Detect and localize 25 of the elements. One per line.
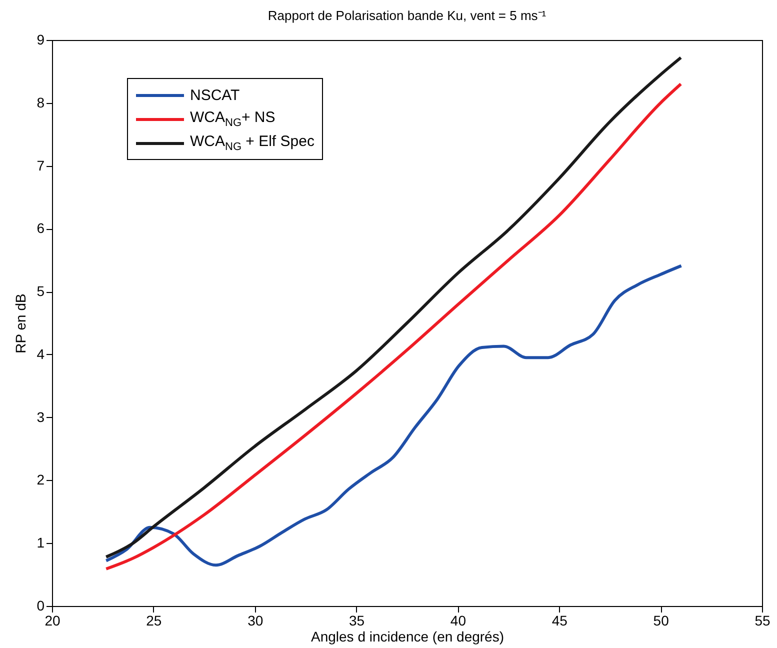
y-tick-label: 5	[36, 283, 45, 300]
x-tick-label: 35	[348, 612, 365, 628]
y-tick-label: 3	[36, 408, 45, 425]
legend-label: WCA$_{NG}$+ NS	[190, 109, 276, 129]
x-axis-title: Angles d incidence (en degrés)	[310, 628, 504, 644]
x-tick-label: 25	[146, 612, 162, 628]
y-tick-label: 4	[36, 346, 45, 362]
chart-title: Rapport de Polarisation bande Ku, vent = 5 ms⁻¹	[268, 8, 547, 23]
x-tick-label: 55	[754, 612, 770, 628]
y-tick-label: 0	[36, 598, 45, 614]
legend-label: NSCAT	[190, 86, 240, 104]
legend-label: WCA$_{NG}$ + Elf Spec	[190, 133, 314, 153]
x-tick-label: 40	[450, 612, 466, 628]
x-tick-label: 45	[552, 612, 568, 628]
line-series	[104, 264, 683, 567]
y-tick-label: 9	[36, 32, 45, 48]
y-tick-label: 1	[36, 534, 45, 551]
y-axis-title: RP en dB	[12, 294, 29, 354]
y-tick-label: 7	[36, 157, 45, 174]
y-tick-label: 2	[36, 472, 45, 488]
y-tick-label: 6	[36, 220, 45, 236]
x-tick-label: 50	[653, 612, 670, 628]
y-tick-label: 8	[36, 94, 45, 110]
x-tick-label: 30	[248, 612, 264, 628]
x-tick-label: 20	[44, 612, 60, 628]
